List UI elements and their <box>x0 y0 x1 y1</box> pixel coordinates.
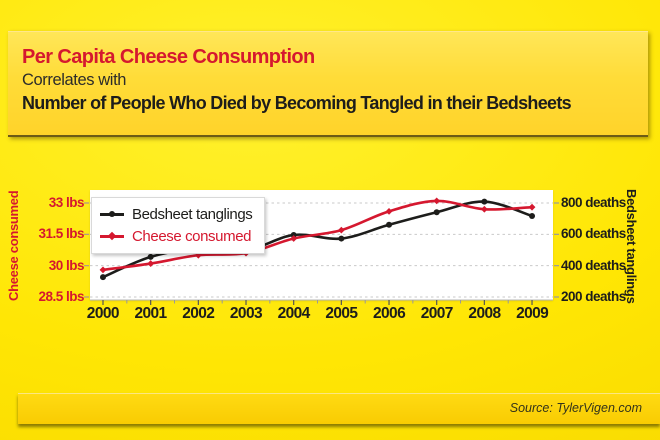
x-tick: 2007 <box>420 305 454 322</box>
title-card: Per Capita Cheese Consumption Correlates… <box>8 31 648 137</box>
x-tick: 2001 <box>134 305 168 322</box>
x-tick: 2008 <box>468 305 501 322</box>
legend-item-bedsheet-tanglings: Bedsheet tanglings <box>100 203 253 225</box>
x-tick: 2003 <box>229 305 263 322</box>
legend-label: Cheese consumed <box>132 227 252 245</box>
left-tick: 30 lbs <box>48 258 85 273</box>
source-bar: Source: TylerVigen.com <box>18 393 660 424</box>
legend-item-cheese-consumed: Cheese consumed <box>100 225 252 247</box>
title-correlates-line: Correlates with <box>22 71 127 89</box>
x-tick: 2002 <box>182 305 215 322</box>
right-axis-ticks: 800 deaths 600 deaths 400 deaths 200 dea… <box>561 0 631 320</box>
left-tick: 31.5 lbs <box>38 226 84 241</box>
x-tick: 2000 <box>86 305 120 322</box>
title-red-line: Per Capita Cheese Consumption <box>22 46 315 68</box>
left-tick: 33 lbs <box>48 195 85 210</box>
left-tick: 28.5 lbs <box>38 289 84 304</box>
title-black-line: Number of People Who Died by Becoming Ta… <box>22 93 572 114</box>
right-tick: 800 deaths <box>561 195 626 210</box>
right-tick: 600 deaths <box>561 226 626 241</box>
x-tick: 2005 <box>325 305 358 322</box>
x-tick: 2006 <box>373 305 406 322</box>
chart-legend: Bedsheet tanglings Cheese consumed <box>91 197 266 254</box>
red-line-marker-icon <box>100 231 124 241</box>
x-tick: 2009 <box>516 305 549 322</box>
left-axis-title: Cheese consumed <box>6 190 21 302</box>
x-tick: 2004 <box>277 305 311 322</box>
legend-label: Bedsheet tanglings <box>132 205 253 223</box>
right-tick: 200 deaths <box>561 289 626 304</box>
black-line-marker-icon <box>100 209 124 219</box>
right-axis-title: Bedsheet tanglings <box>624 188 639 304</box>
left-axis-ticks: 33 lbs 31.5 lbs 30 lbs 28.5 lbs <box>24 0 84 320</box>
x-axis-ticks: 2000 2001 2002 2003 2004 2005 2006 2007 … <box>79 305 556 323</box>
right-tick: 400 deaths <box>561 258 626 273</box>
source-credit: Source: TylerVigen.com <box>509 401 642 415</box>
